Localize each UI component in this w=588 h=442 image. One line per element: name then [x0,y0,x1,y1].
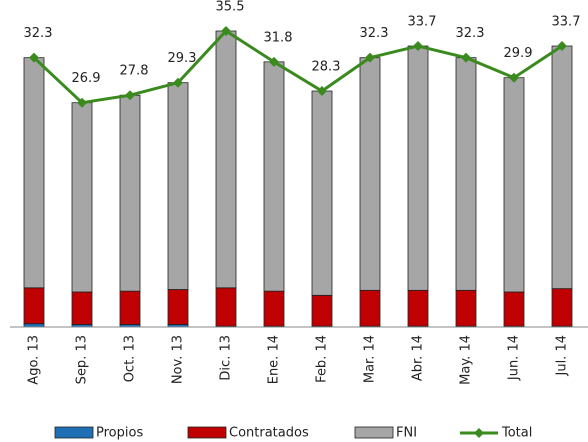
bar-segment [551,45,573,290]
total-marker [221,26,231,36]
bar-segment [215,30,237,289]
legend-swatch [54,426,94,439]
bar-segment [407,289,429,327]
bar-segment [311,90,333,296]
bar-segment [311,294,333,327]
bar-segment [263,290,285,327]
bar-segment [455,289,477,327]
x-tick-label: Mar. 14 [363,335,378,383]
bar-segment [503,291,525,327]
total-marker [461,52,471,63]
bar-segment [71,291,93,325]
bar-segment [119,94,141,292]
data-label: 29.3 [168,51,197,66]
legend-label: FNI [396,426,417,441]
bar-segment [167,82,189,290]
bar-segment [167,289,189,325]
data-label: 33.7 [408,15,437,30]
data-label: 29.9 [504,46,533,61]
bar-segment [263,61,285,292]
x-tick-label: Abr. 14 [411,335,426,381]
x-tick-label: Jun. 14 [507,335,522,381]
data-label: 32.3 [360,26,389,41]
bar-segment [503,77,525,293]
bar-segment [119,290,141,325]
total-marker [509,72,519,83]
legend-label: Total [501,426,532,441]
data-label: 32.3 [24,26,53,41]
data-label: 26.9 [72,71,101,86]
bar-segment [359,57,381,291]
x-tick-label: Feb. 14 [315,335,330,383]
x-tick-label: Ene. 14 [267,335,282,384]
total-marker [77,97,87,108]
total-marker [413,41,423,52]
bar-segment [215,287,237,327]
legend-label: Contratados [229,426,309,441]
data-label: 33.7 [552,15,581,30]
bar-segment [359,289,381,327]
total-marker [317,86,327,97]
legend-label: Propios [96,426,143,441]
data-label: 28.3 [312,60,341,75]
data-label: 32.3 [456,26,485,41]
data-label: 31.8 [264,30,293,45]
x-tick-label: Jul. 14 [555,335,570,377]
x-tick-label: Dic. 13 [219,335,234,381]
bar-segment [23,287,45,325]
bar-segment [455,57,477,291]
x-tick-label: Sep. 13 [75,335,90,384]
bar-segment [71,102,93,293]
legend-marker [474,428,484,438]
total-marker [557,41,567,52]
total-marker [125,90,135,101]
x-tick-label: Oct. 13 [123,335,138,382]
legend-swatch [187,426,227,439]
x-tick-label: May. 14 [459,335,474,385]
total-marker [365,52,375,63]
bar-segment [407,45,429,291]
data-label: 27.8 [120,64,149,79]
bar-segment [23,57,45,289]
x-tick-label: Ago. 13 [27,335,42,385]
legend-swatch [354,426,394,439]
total-marker [29,52,39,63]
bar-segment [23,323,45,328]
bar-segment [551,288,573,327]
total-line [32,29,563,105]
x-tick-label: Nov. 13 [171,335,186,384]
data-label: 35.5 [216,0,245,15]
total-marker [269,56,279,67]
total-marker [173,77,183,88]
